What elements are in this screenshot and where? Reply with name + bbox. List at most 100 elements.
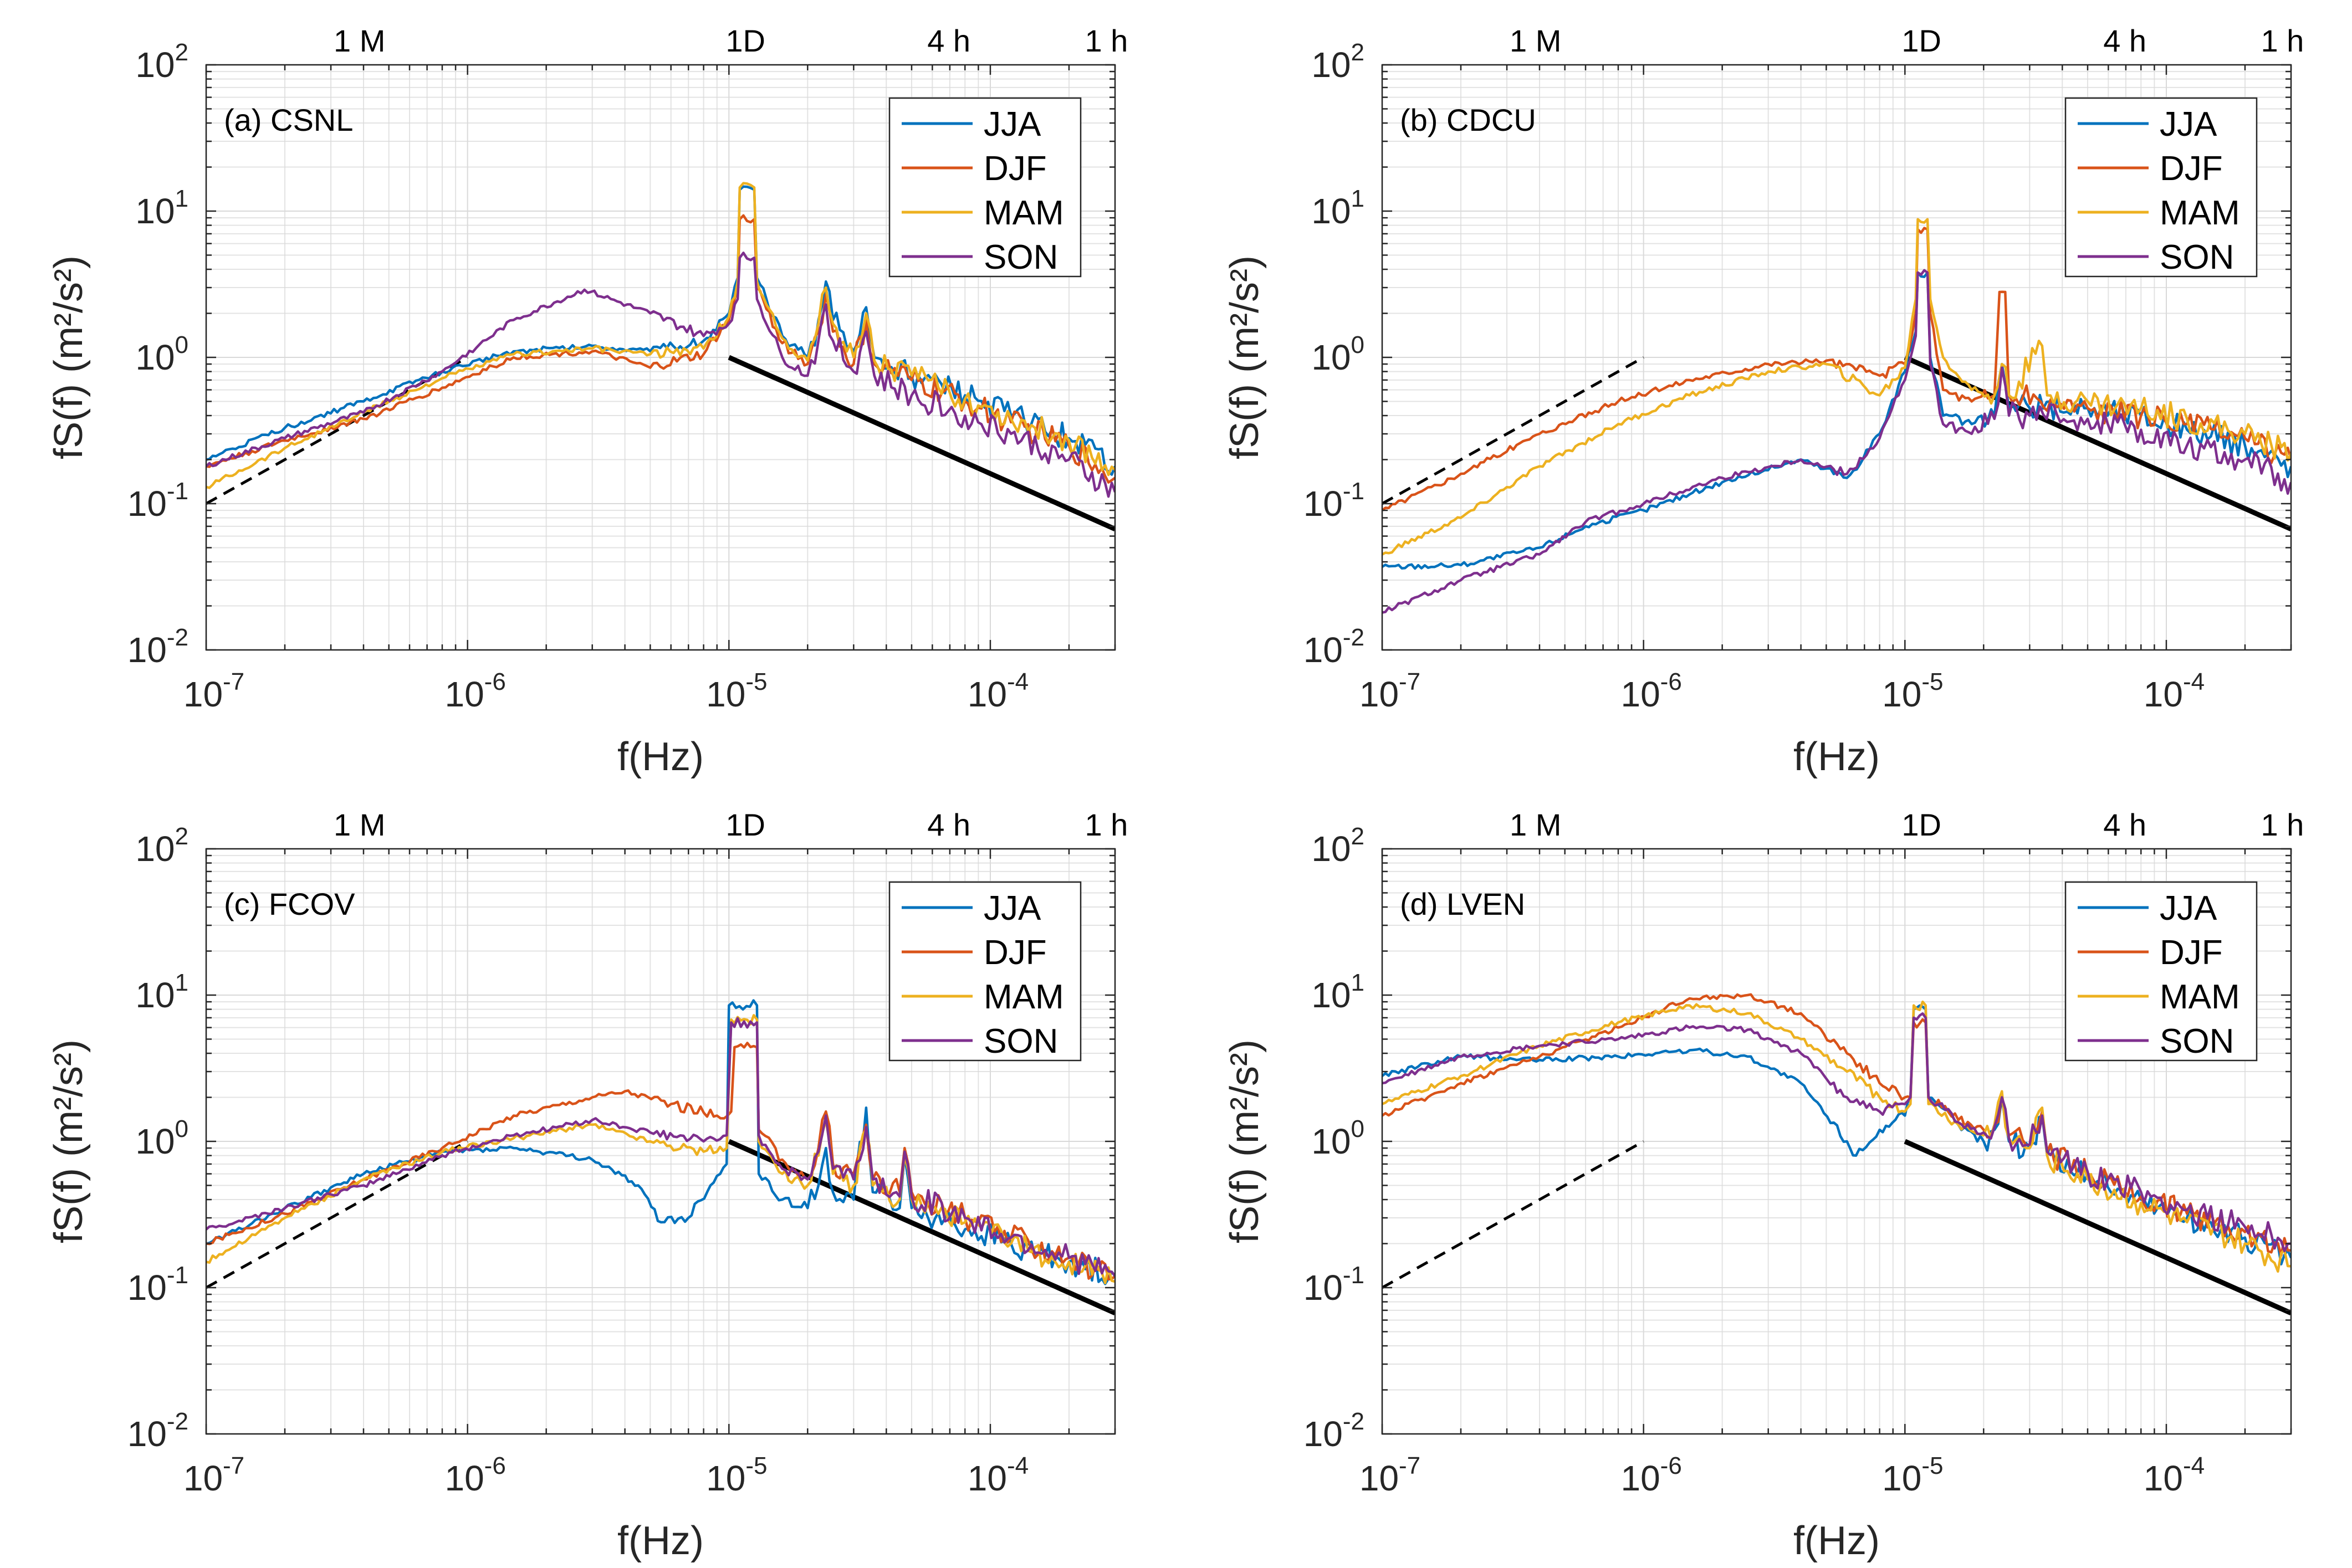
pc-y-axis-label: fS(f) (m²/s²)	[47, 1039, 91, 1243]
pa-y-axis-label: fS(f) (m²/s²)	[47, 255, 91, 459]
pb-legend-label-djf: DJF	[2160, 150, 2223, 188]
pd-x-tick-label: 10-5	[1882, 1452, 1943, 1498]
pa-top-label: 1 M	[334, 23, 385, 58]
pc-series-son	[206, 1017, 1115, 1277]
pb-series-mam	[1382, 218, 2291, 556]
pd-legend-box	[2064, 881, 2258, 1062]
pa-axes	[205, 64, 1116, 651]
pd-legend: JJA DJF MAM SON	[2064, 881, 2258, 1062]
pc-series-mam	[206, 1014, 1115, 1285]
pc-axes	[205, 848, 1116, 1435]
pd-x-tick-label: 10-6	[1620, 1452, 1681, 1498]
pc-data	[206, 999, 1115, 1316]
chart-c: 10-7 10-6 10-5 10-4 10-2 10-1 100 101 102 1 M 1D 4 …	[47, 807, 1128, 1563]
pd-legend-label-jja: JJA	[2160, 889, 2217, 928]
pc-y-tick-label: 100	[135, 1115, 188, 1161]
pa-y-tick-label: 10-1	[127, 478, 188, 524]
pa-legend-label-son: SON	[984, 238, 1058, 276]
pb-reference-line-dashed	[1382, 356, 1644, 505]
pd-series-mam	[1382, 1000, 2291, 1273]
pd-y-tick-label: 101	[1311, 969, 1364, 1015]
pd-legend-label-djf: DJF	[2160, 934, 2223, 972]
pd-series-djf	[1382, 993, 2291, 1257]
pa-y-tick-label: 10-2	[127, 624, 188, 670]
pd-top-label: 1 h	[2261, 807, 2304, 842]
pd-series-son	[1382, 1012, 2291, 1253]
pc-x-tick-label: 10-7	[183, 1452, 244, 1498]
pd-data	[1382, 993, 2291, 1316]
pd-top-label: 4 h	[2103, 807, 2146, 842]
pa-series-son	[206, 252, 1115, 498]
pa-y-tick-label: 101	[135, 185, 188, 231]
pb-y-tick-label: 10-1	[1303, 478, 1364, 524]
pb-top-label: 1D	[1901, 23, 1941, 58]
pa-top-label: 1D	[725, 23, 765, 58]
pb-y-tick-label: 102	[1311, 39, 1364, 85]
pb-x-tick-label: 10-5	[1882, 668, 1943, 714]
pa-x-axis-label: f(Hz)	[617, 735, 704, 779]
pc-y-tick-label: 10-2	[127, 1408, 188, 1454]
pb-y-tick-label: 100	[1311, 331, 1364, 377]
pc-legend-box	[888, 881, 1082, 1062]
pb-data	[1382, 218, 2291, 614]
pa-top-label: 4 h	[927, 23, 970, 58]
chart-b: 10-7 10-6 10-5 10-4 10-2 10-1 100 101 102 1 M 1D 4 …	[1223, 23, 2304, 779]
pc-reference-line-dashed	[206, 1140, 468, 1289]
pa-legend-label-jja: JJA	[984, 105, 1041, 144]
pc-y-tick-label: 102	[135, 823, 188, 869]
pa-series-mam	[206, 182, 1115, 489]
pc-legend-label-son: SON	[984, 1022, 1058, 1060]
pd-panel-label: (d) LVEN	[1400, 887, 1525, 921]
pa-legend-label-djf: DJF	[984, 150, 1047, 188]
pb-top-label: 1 h	[2261, 23, 2304, 58]
pc-legend: JJA DJF MAM SON	[888, 881, 1082, 1062]
pd-reference-line-solid	[1904, 1139, 2291, 1316]
pb-panel-label: (b) CDCU	[1400, 103, 1536, 137]
pd-top-label: 1 M	[1510, 807, 1561, 842]
pd-x-tick-label: 10-4	[2144, 1452, 2205, 1498]
pc-series-jja	[206, 999, 1115, 1285]
pa-y-tick-label: 100	[135, 331, 188, 377]
pa-top-label: 1 h	[1085, 23, 1128, 58]
pc-y-tick-label: 101	[135, 969, 188, 1015]
pb-legend: JJA DJF MAM SON	[2064, 97, 2258, 278]
pb-x-tick-label: 10-7	[1359, 668, 1420, 714]
pa-y-tick-label: 102	[135, 39, 188, 85]
pb-top-label: 4 h	[2103, 23, 2146, 58]
pb-series-son	[1382, 269, 2291, 614]
pa-panel-label: (a) CSNL	[224, 103, 353, 137]
chart-d: 10-7 10-6 10-5 10-4 10-2 10-1 100 101 102 1 M 1D 4 …	[1223, 807, 2304, 1563]
panel-d: 10-7 10-6 10-5 10-4 10-2 10-1 100 101 102 1 M 1D 4 …	[1176, 784, 2352, 1568]
pa-reference-line-solid	[728, 355, 1115, 532]
pd-x-axis-label: f(Hz)	[1793, 1519, 1880, 1563]
pa-legend-box	[888, 97, 1082, 278]
pd-x-tick-label: 10-7	[1359, 1452, 1420, 1498]
pd-legend-label-son: SON	[2160, 1022, 2234, 1060]
panel-a: 10-7 10-6 10-5 10-4 10-2 10-1 100 101 102 1 M 1D 4 …	[0, 0, 1176, 784]
pc-x-tick-label: 10-5	[706, 1452, 767, 1498]
chart-a: 10-7 10-6 10-5 10-4 10-2 10-1 100 101 102 1 M 1D 4 …	[47, 23, 1128, 779]
pd-legend-label-mam: MAM	[2160, 978, 2240, 1016]
pb-y-tick-label: 10-2	[1303, 624, 1364, 670]
pa-legend-label-mam: MAM	[984, 194, 1064, 232]
pa-data	[206, 182, 1115, 532]
pc-x-tick-label: 10-4	[968, 1452, 1029, 1498]
pb-axes	[1381, 64, 2292, 651]
pb-y-axis-label: fS(f) (m²/s²)	[1223, 255, 1267, 459]
panel-c: 10-7 10-6 10-5 10-4 10-2 10-1 100 101 102 1 M 1D 4 …	[0, 784, 1176, 1568]
pc-y-tick-label: 10-1	[127, 1262, 188, 1308]
pa-series-jja	[206, 185, 1115, 476]
pb-series-djf	[1382, 227, 2291, 511]
pd-y-tick-label: 102	[1311, 823, 1364, 869]
pb-legend-label-mam: MAM	[2160, 194, 2240, 232]
pa-x-tick-label: 10-4	[968, 668, 1029, 714]
pc-top-label: 4 h	[927, 807, 970, 842]
pb-top-label: 1 M	[1510, 23, 1561, 58]
pa-x-tick-label: 10-7	[183, 668, 244, 714]
pa-x-tick-label: 10-6	[444, 668, 505, 714]
pc-top-label: 1 h	[1085, 807, 1128, 842]
pc-legend-label-djf: DJF	[984, 934, 1047, 972]
pd-y-tick-label: 10-1	[1303, 1262, 1364, 1308]
pc-top-label: 1 M	[334, 807, 385, 842]
